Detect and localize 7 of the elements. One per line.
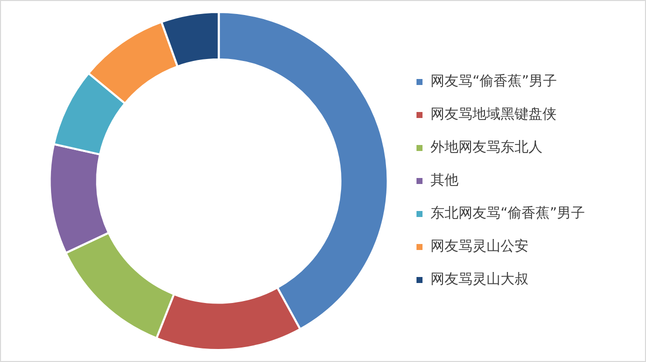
legend-label: 网友骂灵山大叔 [430,272,528,288]
legend-label: 东北网友骂“偷香蕉”男子 [430,206,586,222]
legend-label: 其他 [430,172,458,189]
legend-label: 网友骂“偷香蕉”男子 [430,74,558,90]
legend-label: 网友骂灵山公安 [430,238,528,255]
legend-label: 网友骂地域黑键盘侠 [430,106,556,123]
legend-label: 外地网友骂东北人 [430,140,542,156]
